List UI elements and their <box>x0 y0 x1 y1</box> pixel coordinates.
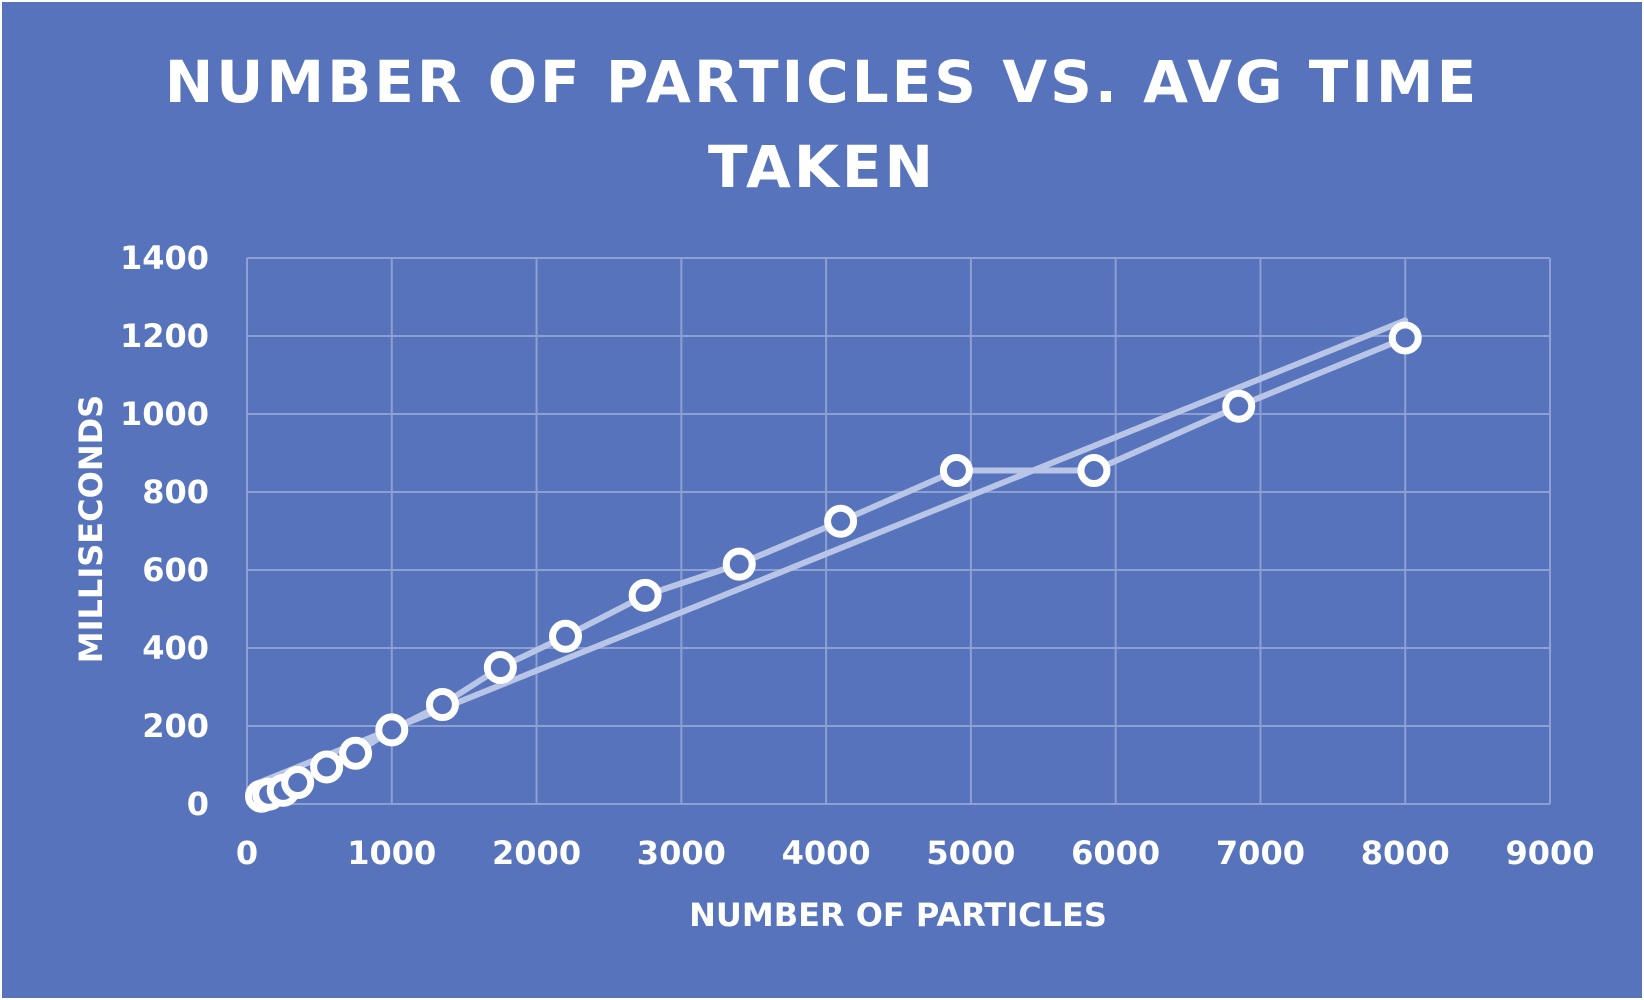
data-point-5 <box>339 736 373 770</box>
y-tick-label-2: 400 <box>142 629 209 667</box>
x-tick-label-7: 7000 <box>1216 834 1305 872</box>
data-point-6 <box>375 713 409 747</box>
y-tick-label-5: 1000 <box>120 395 209 433</box>
chart-title-line-1: NUMBER OF PARTICLES VS. AVG TIME <box>165 48 1480 116</box>
data-point-11 <box>722 547 756 581</box>
x-tick-label-6: 6000 <box>1071 834 1160 872</box>
x-tick-label-1: 1000 <box>347 834 436 872</box>
y-tick-label-3: 600 <box>142 551 209 589</box>
data-point-16 <box>1388 321 1422 355</box>
data-point-13 <box>939 454 973 488</box>
x-tick-labels: 0 1000 2000 3000 4000 5000 6000 7000 8000 9000 <box>236 834 1595 872</box>
y-tick-label-0: 0 <box>187 785 209 823</box>
data-point-4 <box>310 750 344 784</box>
x-tick-label-3: 3000 <box>637 834 726 872</box>
chart-title: NUMBER OF PARTICLES VS. AVG TIME TAKEN <box>165 48 1480 201</box>
x-axis-label: NUMBER OF PARTICLES <box>689 896 1107 934</box>
data-point-10 <box>628 578 662 612</box>
grid-lines <box>246 257 1551 805</box>
data-point-9 <box>549 619 583 653</box>
data-point-markers <box>244 321 1422 813</box>
x-tick-label-8: 8000 <box>1361 834 1450 872</box>
chart-title-line-2: TAKEN <box>708 133 936 201</box>
y-tick-label-6: 1200 <box>120 317 209 355</box>
x-tick-label-4: 4000 <box>782 834 871 872</box>
data-point-3 <box>281 766 315 800</box>
data-point-8 <box>483 651 517 684</box>
y-tick-label-1: 200 <box>142 707 209 745</box>
x-tick-label-2: 2000 <box>492 834 581 872</box>
data-point-14 <box>1077 454 1111 488</box>
x-tick-label-0: 0 <box>236 834 258 872</box>
y-tick-label-4: 800 <box>142 473 209 511</box>
x-tick-label-5: 5000 <box>926 834 1015 872</box>
x-tick-label-9: 9000 <box>1505 834 1594 872</box>
y-tick-label-7: 1400 <box>120 239 209 277</box>
data-point-15 <box>1222 389 1256 423</box>
data-point-12 <box>824 504 858 538</box>
y-tick-labels: 0 200 400 600 800 1000 1200 1400 <box>120 239 209 823</box>
y-axis-label: MILLISECONDS <box>72 395 110 663</box>
data-point-7 <box>425 688 459 722</box>
